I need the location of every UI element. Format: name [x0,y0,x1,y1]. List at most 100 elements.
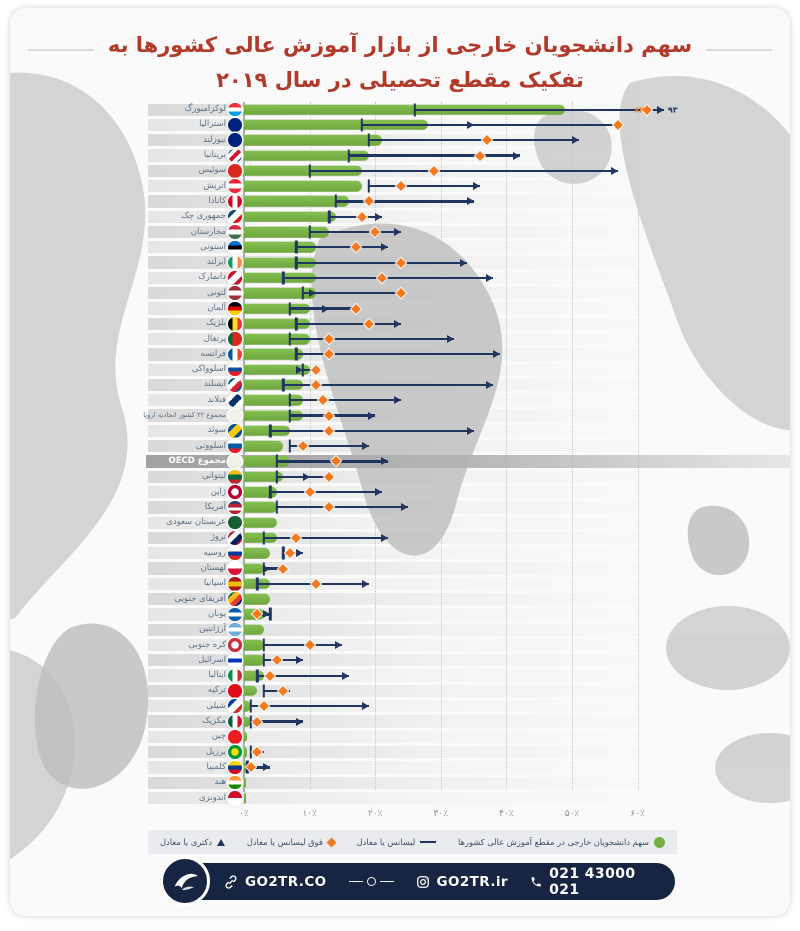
level-range-line [276,506,408,509]
level-range-line [309,169,618,172]
flag-icon-slovakia [228,362,242,377]
doctorate-arrow-marker [394,396,402,405]
master-diamond-marker [324,471,335,482]
instagram-link[interactable]: GO2TR.ir [416,874,508,890]
master-diamond-marker [304,640,315,650]
level-range-line [296,261,468,264]
country-plot [244,561,677,576]
bachelor-tick-marker [295,240,298,254]
flag-icon-greece [228,607,242,622]
footer-bar: GO2TR.CO GO2TR.ir 021 43000 021 [160,856,675,906]
flag-icon-south-korea [228,638,242,652]
level-range-line [303,368,317,371]
master-value-label: ۸۲ [634,105,645,115]
level-range-line [303,292,402,295]
doctorate-arrow-marker [512,151,520,160]
link-icon [225,874,237,889]
country-label: نروژ [210,532,226,543]
phone-contact[interactable]: 021 43000 021 [530,866,655,898]
level-range-line [263,536,389,540]
country-label: لهستان [200,563,227,574]
website-link[interactable]: GO2TR.CO [224,874,327,890]
total-share-bar [244,287,317,299]
bachelor-tick-marker [308,225,311,239]
doctorate-arrow-marker [571,136,579,145]
country-label: فرانسه [200,348,226,359]
legend-item-line: لیسانس یا معادل [357,837,437,847]
level-range-line [289,338,454,341]
country-row-finland: فنلاند [148,393,677,408]
doctorate-arrow-marker [374,212,382,221]
country-row-luxembourg: لوکزامبورگ ۸۲ ۹۳ [148,102,678,117]
bachelor-tick-marker [301,286,305,300]
flag-icon-turkey [228,684,242,698]
country-label: ترکیه [207,685,226,696]
country-label: بلژیک [206,318,226,329]
country-plot [244,637,677,652]
country-row-canada: کانادا [148,194,677,209]
doctorate-arrow-marker [361,442,369,451]
master-diamond-marker [324,334,335,345]
master-diamond-marker [304,487,315,498]
flag-icon-south-africa [228,592,242,606]
country-label: ایسلند [203,379,226,390]
doctorate-arrow-marker [322,304,330,313]
doctorate-arrow-marker [466,120,474,129]
total-share-bar [244,456,290,467]
country-plot [244,408,677,423]
country-row-chile: شیلی [148,699,677,714]
axis-tick-label: ۶۰٪ [630,808,645,819]
country-label: یونان [208,608,226,619]
country-plot [244,194,677,209]
country-plot [244,148,677,163]
flag-icon-estonia [228,240,242,255]
total-share-bar [244,425,290,437]
legend-label: لیسانس یا معادل [356,837,416,847]
master-diamond-icon [326,837,337,847]
country-plot [244,546,677,561]
country-plot [244,240,677,255]
total-share-bar [244,211,336,222]
master-diamond-marker [252,716,263,727]
page-title-line1: سهم دانشجویان خارجی از بازار آموزش عالی … [107,33,693,57]
flag-icon-hungary [228,225,242,239]
country-label: استرالیا [199,119,226,130]
master-diamond-marker [330,456,341,467]
country-row-iceland: ایسلند [148,377,677,392]
total-share-bar [244,471,284,483]
country-plot [244,286,677,301]
page-title: سهم دانشجویان خارجی از بازار آموزش عالی … [10,28,790,97]
bachelor-tick-marker [288,439,292,453]
country-plot [244,178,677,193]
doctorate-arrow-marker [446,335,454,344]
bachelor-tick-marker [295,256,298,270]
bachelor-tick-marker [249,745,252,759]
country-label: کره جنوبی [188,639,226,650]
country-plot [244,576,677,591]
doctorate-arrow-marker [394,228,402,237]
master-diamond-marker [324,410,335,421]
country-row-switzerland: سوئیس [148,163,677,178]
phd-triangle-icon [217,838,226,846]
doctorate-arrow-marker [466,197,474,206]
country-row-hungary: مجارستان [148,224,677,239]
country-row-uk: بریتانیا [148,148,677,163]
website-text: GO2TR.CO [245,873,327,890]
bachelor-tick-marker [275,500,278,514]
country-plot [244,301,677,316]
country-row-eu-22: مجموع ۲۲ کشور اتحادیه اروپا [143,408,677,423]
go2tr-logo[interactable] [160,856,210,906]
flag-icon-france [228,347,242,362]
total-share-bar [244,242,317,253]
bachelor-tick-marker [367,133,370,147]
country-plot [244,683,677,698]
flag-icon-argentina [228,622,242,637]
total-share-bar [244,272,317,284]
master-diamond-marker [311,578,322,589]
doctorate-arrow-marker [335,641,343,650]
bachelor-tick-marker [367,179,370,193]
level-range-line [270,429,474,432]
doctorate-arrow-marker [610,166,618,175]
doctorate-arrow-marker [381,243,389,252]
level-range-line [257,674,349,677]
